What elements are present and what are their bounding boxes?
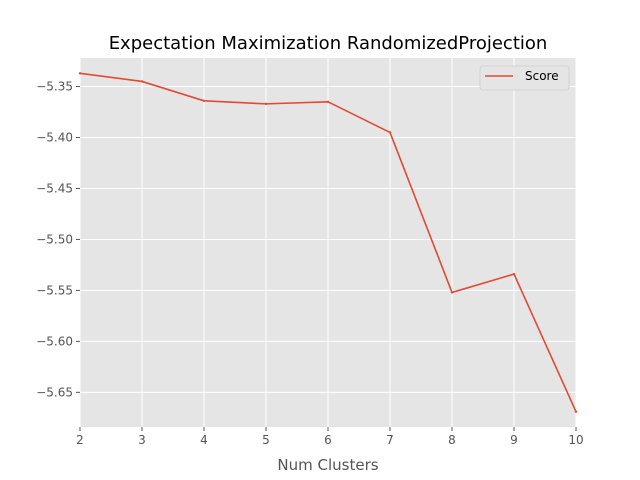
y-tick-label: −5.45 [36,181,73,195]
data-point [512,272,516,276]
data-point [264,102,268,106]
data-point [388,131,392,134]
legend-box [479,65,570,91]
data-point [140,80,144,83]
data-point [326,100,330,104]
x-tick-label: 3 [138,433,146,447]
data-point [202,99,206,103]
y-tick-label: −5.65 [36,385,73,399]
x-tick-label: 2 [76,433,84,447]
y-axis-ticks: −5.35 −5.40 −5.45 −5.50 −5.55 −5.60 −5.65 [36,80,80,399]
x-axis-title: Num Clusters [277,456,378,474]
x-tick-label: 9 [510,433,518,447]
y-tick-label: −5.40 [36,131,73,145]
x-tick-label: 6 [324,433,332,447]
y-tick-label: −5.35 [36,80,73,94]
legend: Score [479,65,570,91]
data-point [574,410,578,413]
x-tick-label: 8 [448,433,456,447]
x-axis-ticks: 2 3 4 5 6 7 8 9 10 [76,427,584,447]
data-point [78,72,82,75]
legend-label-score: Score [525,69,559,83]
chart-title: Expectation Maximization RandomizedProje… [109,33,548,54]
data-point [450,291,454,294]
x-tick-label: 4 [200,433,208,447]
x-tick-label: 5 [262,433,270,447]
y-tick-label: −5.60 [36,334,73,348]
y-tick-label: −5.50 [36,232,73,246]
y-tick-label: −5.55 [36,283,73,297]
x-tick-label: 7 [386,433,394,447]
series-lines [78,72,578,413]
x-tick-label: 10 [568,433,583,447]
